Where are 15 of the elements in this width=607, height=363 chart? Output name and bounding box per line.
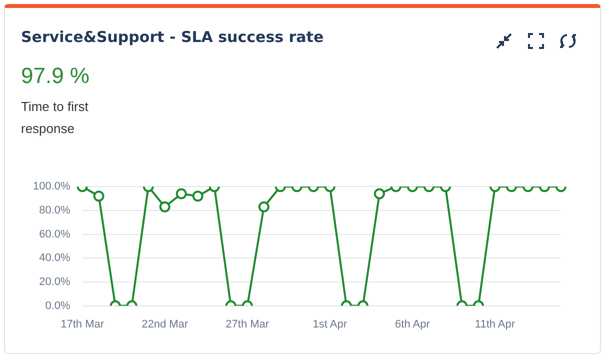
x-tick-label: 17th Mar [60,318,104,330]
y-tick-label: 60.0% [39,228,71,240]
y-tick-label: 100.0% [32,180,71,193]
text: Time to first response [21,98,90,138]
y-tick-label: 40.0% [39,252,71,264]
x-tick-label: 1st Apr [312,318,348,330]
x-tick-label: 6th Apr [395,318,430,330]
y-tick-label: 0.0% [45,300,71,312]
x-tick-label: 27th Mar [226,318,270,330]
chart-title: Service&Support - SLA success rate [21,28,324,46]
x-tick-label: 22nd Mar [142,318,188,330]
chart-subtitle: 97.9 % [21,63,90,89]
y-tick-label: 80.0% [39,204,71,216]
x-tick-label: 11th Apr [474,318,516,330]
y-tick-label: 20.0% [39,276,71,288]
